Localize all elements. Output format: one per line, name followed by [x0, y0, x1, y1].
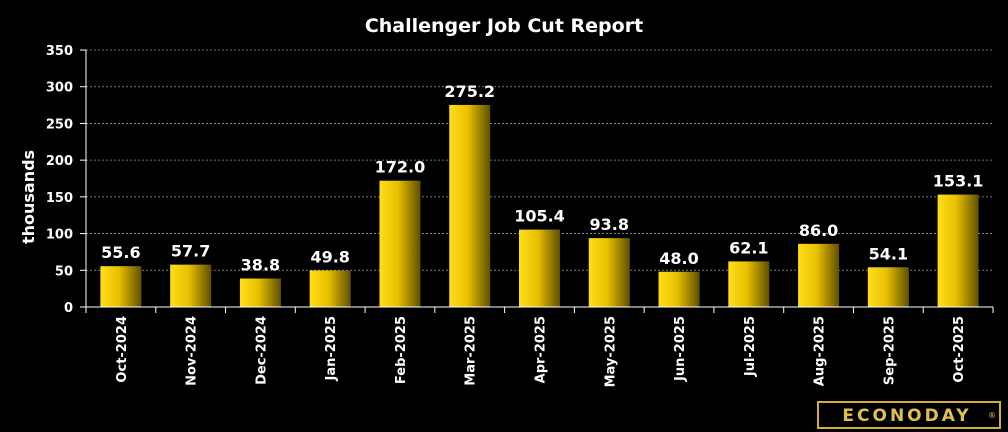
bar	[100, 266, 142, 307]
y-axis-label: thousands	[19, 150, 38, 244]
bar-value-label: 275.2	[444, 82, 495, 101]
bar-value-label: 48.0	[659, 249, 698, 268]
y-axis-ticks: 0 50 100 150 200 250 300 350	[46, 44, 86, 316]
y-tick-label: 0	[64, 301, 73, 316]
x-tick-label: Jul-2025	[743, 316, 758, 377]
bar	[379, 180, 421, 307]
bar-value-label: 57.7	[171, 242, 210, 261]
y-tick-label: 350	[46, 44, 73, 59]
bar	[728, 261, 770, 307]
x-axis-ticks: Oct-2024 Nov-2024 Dec-2024 Jan-2025 Feb-2025…	[85, 307, 994, 387]
bar-value-label: 172.0	[375, 158, 426, 177]
bar	[658, 271, 700, 307]
bar	[309, 270, 351, 307]
x-tick-label: Jan-2025	[324, 316, 339, 381]
bar	[239, 278, 281, 307]
x-tick-label: Nov-2024	[185, 316, 200, 386]
y-tick-label: 150	[46, 191, 73, 206]
bar	[449, 104, 491, 308]
y-tick-label: 50	[55, 264, 73, 279]
bar-value-label: 105.4	[514, 207, 565, 226]
bar	[867, 267, 909, 307]
x-tick-label: Oct-2024	[115, 316, 130, 383]
x-tick-label: Aug-2025	[813, 316, 828, 386]
svg-text:ECONODAY: ECONODAY	[842, 406, 971, 426]
x-tick-label: Sep-2025	[882, 316, 897, 385]
chart-title: Challenger Job Cut Report	[365, 15, 643, 37]
bar-value-label: 55.6	[101, 243, 140, 262]
svg-text:®: ®	[988, 411, 996, 420]
x-tick-label: Feb-2025	[394, 316, 409, 384]
x-tick-label: Apr-2025	[534, 316, 549, 383]
bar	[588, 238, 630, 307]
y-tick-label: 300	[46, 81, 73, 96]
bar-value-label: 93.8	[590, 215, 629, 234]
x-tick-label: Dec-2024	[254, 316, 269, 385]
bar	[798, 243, 840, 307]
bar-value-label: 38.8	[241, 256, 280, 275]
bar	[519, 229, 560, 307]
bar-value-label: 54.1	[869, 244, 908, 263]
x-tick-label: Oct-2025	[952, 316, 967, 383]
bar-value-label: 62.1	[729, 238, 768, 257]
x-tick-label: Mar-2025	[464, 316, 479, 386]
bars: 55.6 57.7 38.8 49.8 172.0 275.2 105.4 93.8 48.0 6…	[100, 82, 984, 308]
y-tick-label: 100	[46, 228, 73, 243]
x-tick-label: May-2025	[603, 316, 618, 387]
y-tick-label: 250	[46, 117, 73, 132]
y-tick-label: 200	[46, 154, 73, 169]
bar	[937, 194, 979, 307]
bar-value-label: 86.0	[799, 221, 838, 240]
bar-value-label: 49.8	[310, 247, 349, 266]
x-tick-label: Jun-2025	[673, 316, 688, 382]
bar	[170, 264, 212, 307]
bar-value-label: 153.1	[933, 172, 984, 191]
econoday-logo: ECONODAY ®	[817, 401, 1001, 429]
